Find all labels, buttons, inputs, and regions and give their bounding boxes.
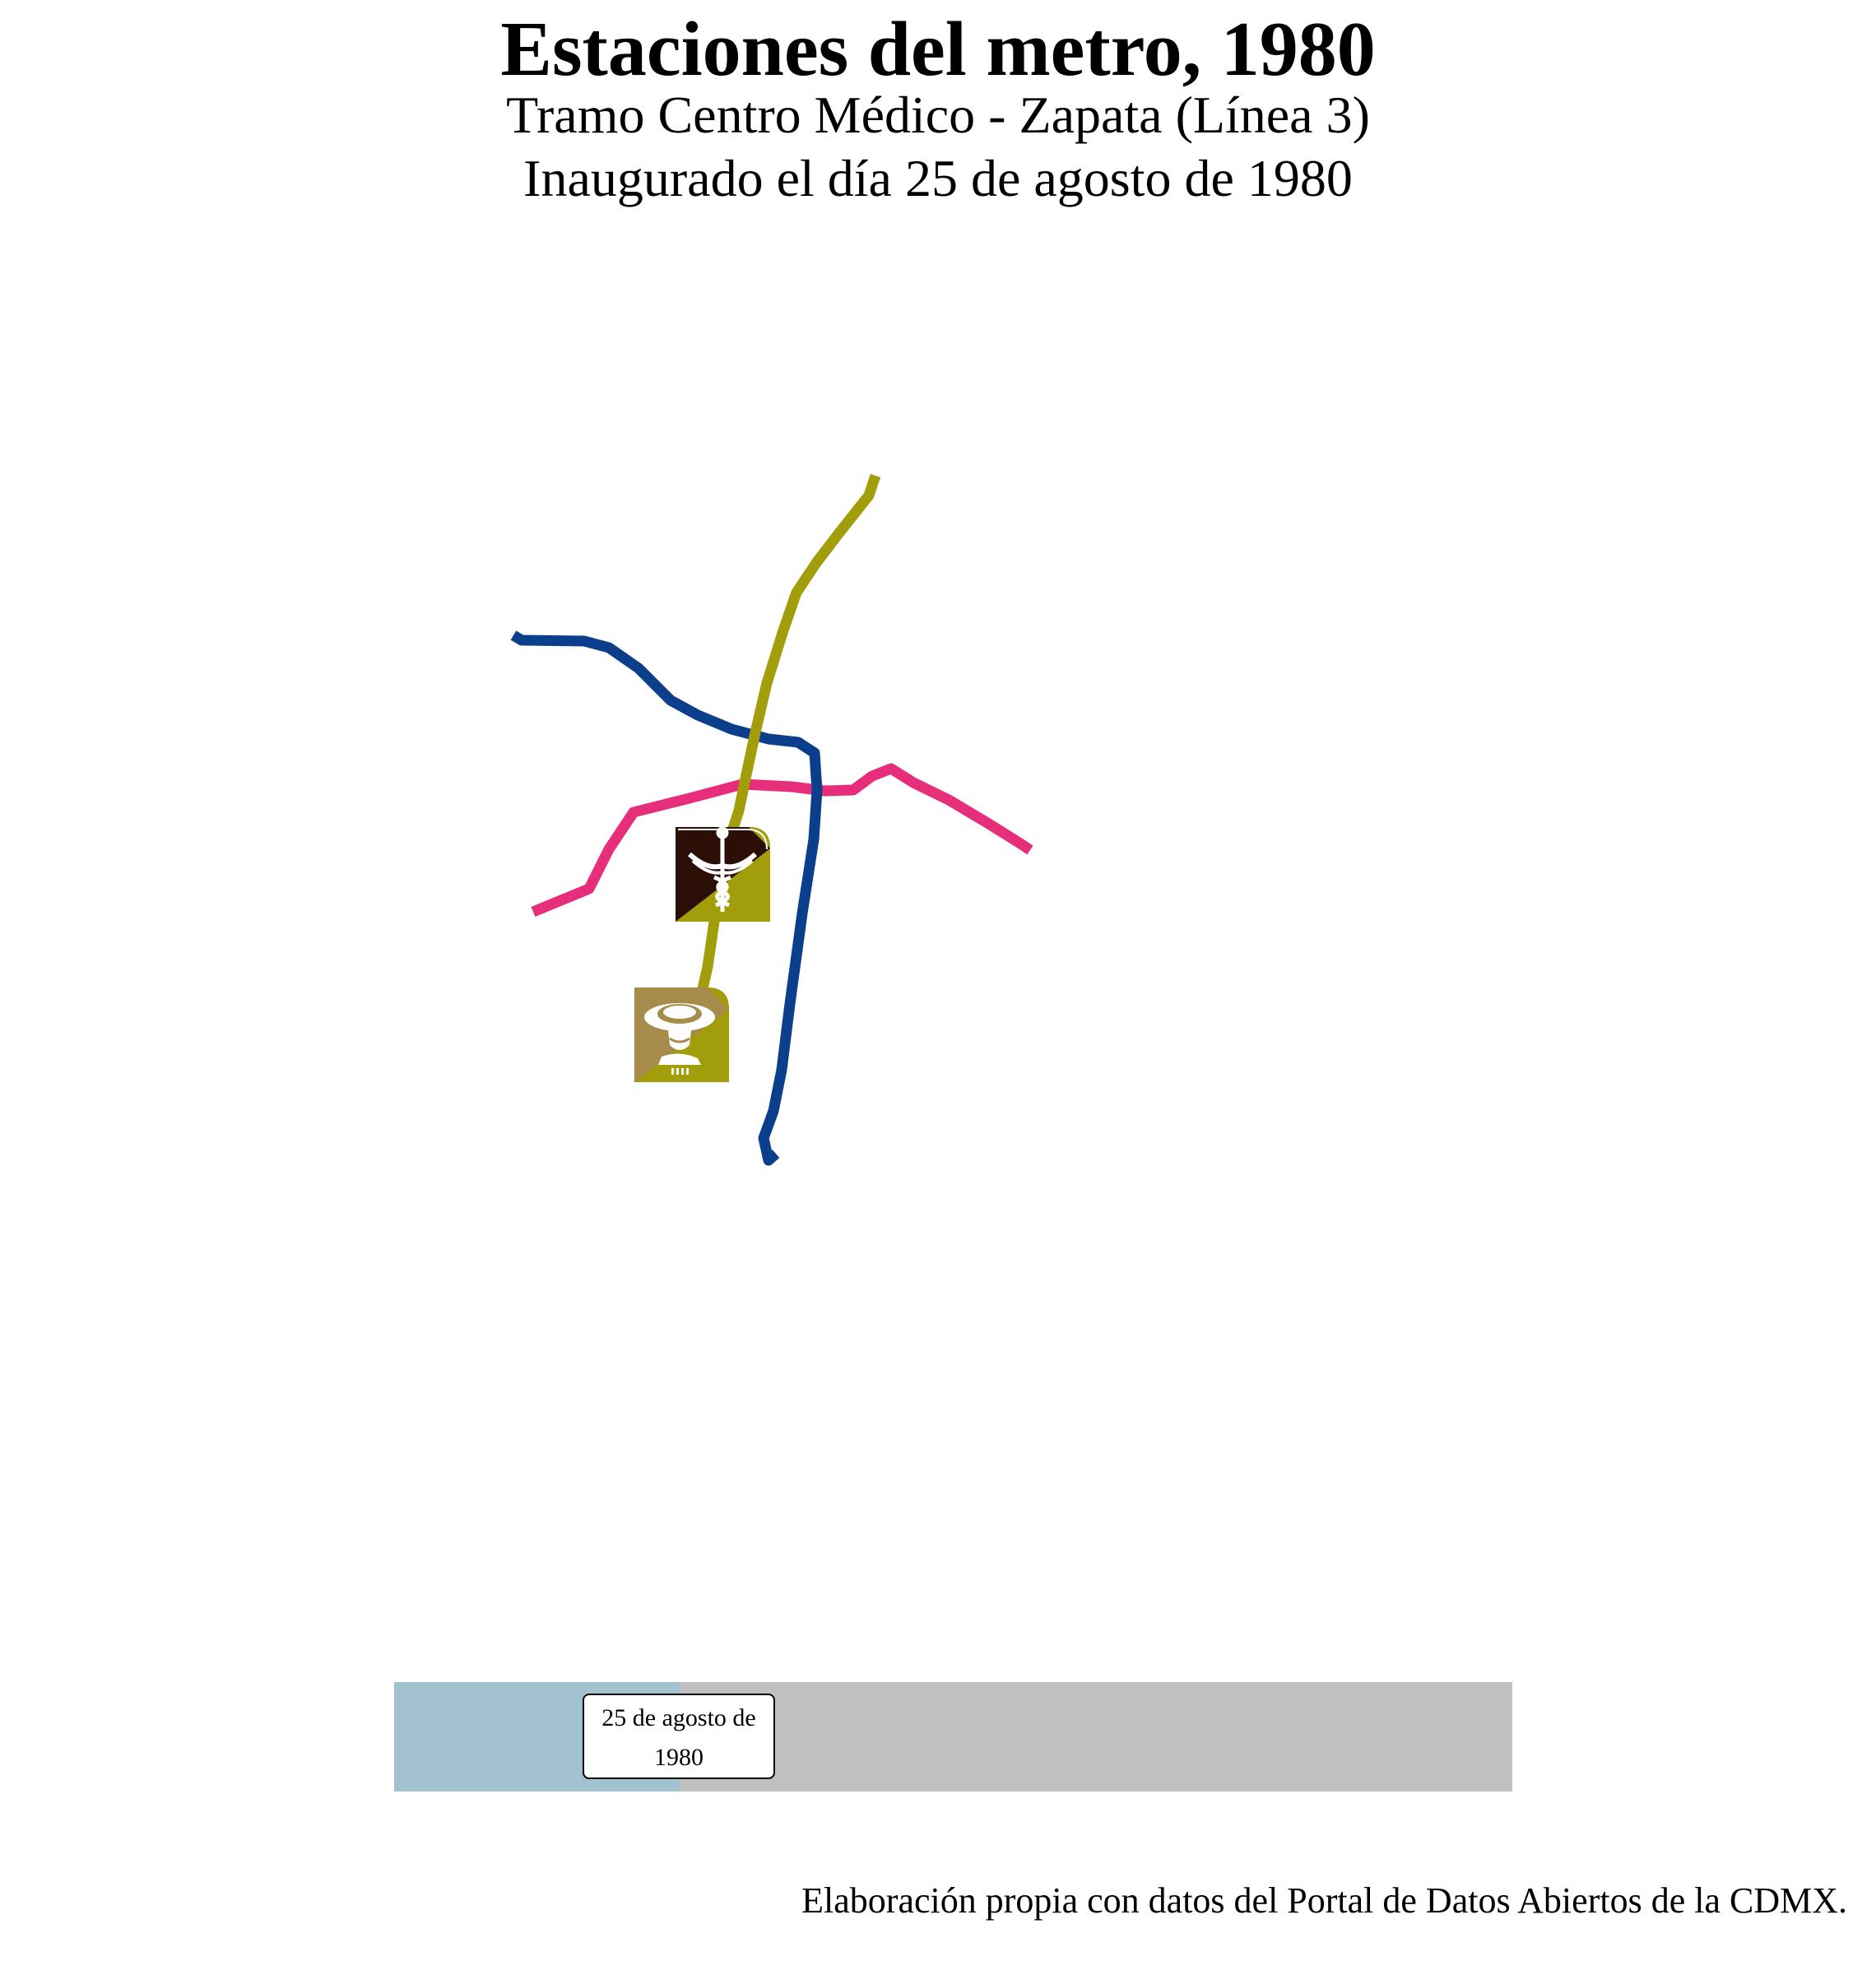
- source-caption: Elaboración propia con datos del Portal …: [801, 1880, 1847, 1921]
- map-title: Estaciones del metro, 1980: [500, 7, 1376, 92]
- station-zapata[interactable]: [634, 988, 729, 1082]
- metro-line-1: [531, 763, 1033, 918]
- caduceus-icon: [687, 826, 758, 912]
- station-centro-medico[interactable]: [676, 826, 770, 922]
- timeline-date-label: 25 de agosto de 1980: [583, 1694, 775, 1779]
- zapata-portrait-icon: [644, 1003, 715, 1075]
- station-zapata-olive: [634, 988, 729, 1082]
- metro-line-2: [510, 630, 823, 1166]
- map-subtitle-segment: Tramo Centro Médico - Zapata (Línea 3): [506, 86, 1370, 144]
- station-centro-medico-olive: [676, 827, 770, 922]
- station-centro-medico-edge: [678, 829, 768, 850]
- timeline-bar: 25 de agosto de 1980: [394, 1682, 1512, 1791]
- map-subtitle-date: Inaugurado el día 25 de agosto de 1980: [523, 149, 1353, 207]
